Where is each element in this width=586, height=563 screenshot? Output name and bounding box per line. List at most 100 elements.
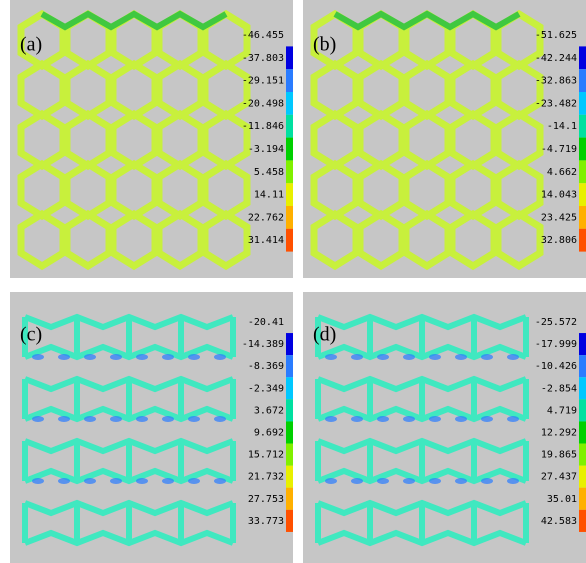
legend-swatch bbox=[579, 92, 586, 115]
legend-value: -29.151 bbox=[242, 76, 284, 87]
legend-swatch bbox=[286, 138, 293, 161]
legend-swatch bbox=[579, 206, 586, 229]
legend-swatch bbox=[286, 377, 293, 399]
legend-value: 27.753 bbox=[248, 494, 284, 505]
legend-swatch bbox=[286, 69, 293, 92]
stress-spot bbox=[325, 478, 337, 484]
stress-spot bbox=[429, 416, 441, 422]
legend-swatch bbox=[286, 229, 293, 252]
legend-value: 35.01 bbox=[547, 494, 577, 505]
legend-swatch bbox=[286, 399, 293, 421]
stress-spot bbox=[188, 416, 200, 422]
stress-spot bbox=[403, 416, 415, 422]
legend-value: -14.1 bbox=[547, 121, 577, 132]
legend-swatch bbox=[286, 92, 293, 115]
figure: (a)-46.455-37.803-29.151-20.498-11.846-3… bbox=[0, 0, 586, 563]
stress-spot bbox=[481, 416, 493, 422]
legend-swatch bbox=[579, 46, 586, 69]
legend-swatch bbox=[579, 466, 586, 488]
stress-spot bbox=[84, 416, 96, 422]
legend-swatch bbox=[286, 466, 293, 488]
stress-spot bbox=[351, 354, 363, 360]
legend-swatch bbox=[286, 510, 293, 532]
legend-value: -14.389 bbox=[242, 339, 284, 350]
legend-value: 31.414 bbox=[248, 235, 284, 246]
legend-swatch bbox=[579, 510, 586, 532]
legend-swatch bbox=[286, 160, 293, 183]
legend-value: -46.455 bbox=[242, 30, 284, 41]
panel: (b)-51.625-42.244-32.863-23.482-14.1-4.7… bbox=[303, 0, 586, 278]
legend-value: 21.732 bbox=[248, 472, 284, 483]
legend-value: 3.672 bbox=[254, 405, 284, 416]
legend-value: -8.369 bbox=[248, 361, 284, 372]
legend-value: 12.292 bbox=[541, 428, 577, 439]
legend-swatch bbox=[579, 377, 586, 399]
legend-value: 42.583 bbox=[541, 516, 577, 527]
stress-spot bbox=[136, 478, 148, 484]
stress-spot bbox=[84, 354, 96, 360]
stress-spot bbox=[162, 354, 174, 360]
legend-swatch bbox=[579, 229, 586, 252]
legend-value: 5.458 bbox=[254, 167, 284, 178]
stress-spot bbox=[481, 354, 493, 360]
stress-spot bbox=[377, 354, 389, 360]
stress-spot bbox=[214, 416, 226, 422]
stress-spot bbox=[214, 354, 226, 360]
stress-spot bbox=[455, 416, 467, 422]
legend-value: -20.41 bbox=[248, 317, 284, 328]
legend-value: -42.244 bbox=[535, 53, 577, 64]
legend-value: 19.865 bbox=[541, 450, 577, 461]
legend-value: 4.662 bbox=[547, 167, 577, 178]
legend-swatch bbox=[579, 115, 586, 138]
legend-swatch bbox=[286, 488, 293, 510]
stress-spot bbox=[58, 416, 70, 422]
stress-spot bbox=[188, 478, 200, 484]
stress-spot bbox=[351, 478, 363, 484]
legend-value: -3.194 bbox=[248, 144, 284, 155]
legend-swatch bbox=[579, 444, 586, 466]
stress-spot bbox=[325, 416, 337, 422]
stress-spot bbox=[84, 478, 96, 484]
legend-value: 23.425 bbox=[541, 212, 577, 223]
legend-swatch bbox=[579, 183, 586, 206]
legend-value: -17.999 bbox=[535, 339, 577, 350]
panel-label: (a) bbox=[20, 34, 42, 56]
legend-swatch bbox=[286, 46, 293, 69]
stress-spot bbox=[403, 354, 415, 360]
stress-spot bbox=[455, 354, 467, 360]
legend-swatch bbox=[286, 206, 293, 229]
stress-spot bbox=[351, 416, 363, 422]
stress-spot bbox=[136, 416, 148, 422]
legend-value: -25.572 bbox=[535, 317, 577, 328]
stress-spot bbox=[188, 354, 200, 360]
legend-value: -37.803 bbox=[242, 53, 284, 64]
stress-spot bbox=[58, 478, 70, 484]
stress-spot bbox=[162, 416, 174, 422]
legend-value: -2.854 bbox=[541, 383, 577, 394]
legend-swatch bbox=[286, 183, 293, 206]
stress-spot bbox=[162, 478, 174, 484]
stress-spot bbox=[32, 416, 44, 422]
legend-value: 14.043 bbox=[541, 190, 577, 201]
legend-swatch bbox=[579, 138, 586, 161]
legend-value: 14.11 bbox=[254, 190, 284, 201]
stress-spot bbox=[110, 478, 122, 484]
stress-spot bbox=[110, 416, 122, 422]
stress-spot bbox=[455, 478, 467, 484]
panel-label: (c) bbox=[20, 324, 42, 346]
legend-swatch bbox=[286, 115, 293, 138]
legend-swatch bbox=[579, 69, 586, 92]
panel: (a)-46.455-37.803-29.151-20.498-11.846-3… bbox=[10, 0, 293, 278]
legend-value: 4.719 bbox=[547, 405, 577, 416]
legend-value: 32.806 bbox=[541, 235, 577, 246]
stress-spot bbox=[214, 478, 226, 484]
legend-value: -10.426 bbox=[535, 361, 577, 372]
legend-value: -20.498 bbox=[242, 98, 284, 109]
stress-spot bbox=[507, 354, 519, 360]
legend-swatch bbox=[286, 444, 293, 466]
legend-value: 9.692 bbox=[254, 428, 284, 439]
legend-swatch bbox=[579, 399, 586, 421]
stress-spot bbox=[377, 478, 389, 484]
panel-label: (d) bbox=[313, 324, 336, 346]
stress-spot bbox=[429, 478, 441, 484]
